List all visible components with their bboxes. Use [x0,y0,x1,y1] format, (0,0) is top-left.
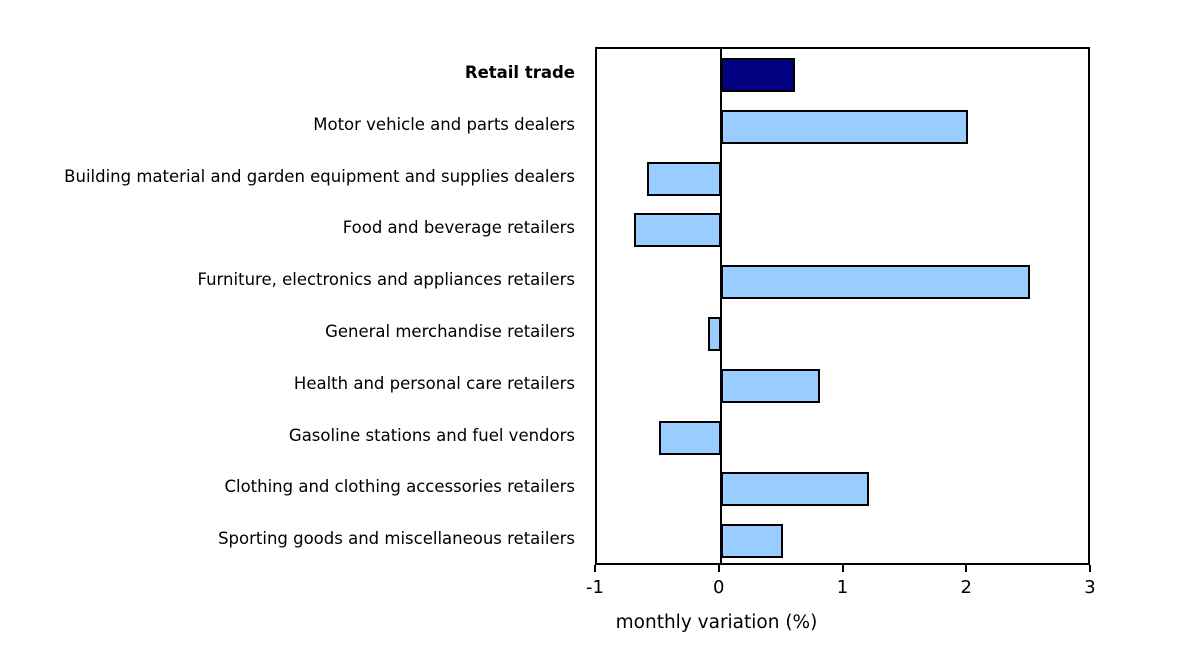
bar [720,472,870,507]
bar [720,524,783,559]
category-label: Clothing and clothing accessories retail… [224,477,575,497]
x-tick-label: 1 [836,577,849,598]
category-label: Sporting goods and miscellaneous retaile… [218,529,575,549]
bar [720,109,969,144]
category-label: Furniture, electronics and appliances re… [197,270,575,290]
category-label: Building material and garden equipment a… [64,166,575,186]
x-tick-mark [965,565,968,572]
plot-area [595,47,1090,565]
x-tick-mark [1089,565,1091,572]
bar [720,265,1031,300]
bar [658,420,721,455]
x-tick-mark [594,565,596,572]
x-axis-title: monthly variation (%) [0,612,1180,633]
bar [720,368,820,403]
category-label: Food and beverage retailers [342,218,575,238]
x-axis-title-text: monthly variation (%) [615,612,818,633]
category-label: Retail trade [464,62,575,82]
x-tick-label: 0 [713,577,725,598]
x-tick-mark [841,565,844,572]
category-labels: Retail trade Motor vehicle and parts deal… [0,47,575,565]
x-tick-label: 2 [960,577,972,598]
category-label: Motor vehicle and parts dealers [313,114,575,134]
zero-reference-line [719,49,722,563]
x-tick-label: 3 [1084,577,1096,598]
bar [720,57,795,92]
x-tick-mark [717,565,720,572]
bar [708,316,721,351]
category-label: Gasoline stations and fuel vendors [288,425,575,445]
bar [634,213,721,248]
category-label: General merchandise retailers [325,321,575,341]
bar [646,161,721,196]
x-tick-label: -1 [586,577,604,598]
category-label: Health and personal care retailers [293,373,575,393]
